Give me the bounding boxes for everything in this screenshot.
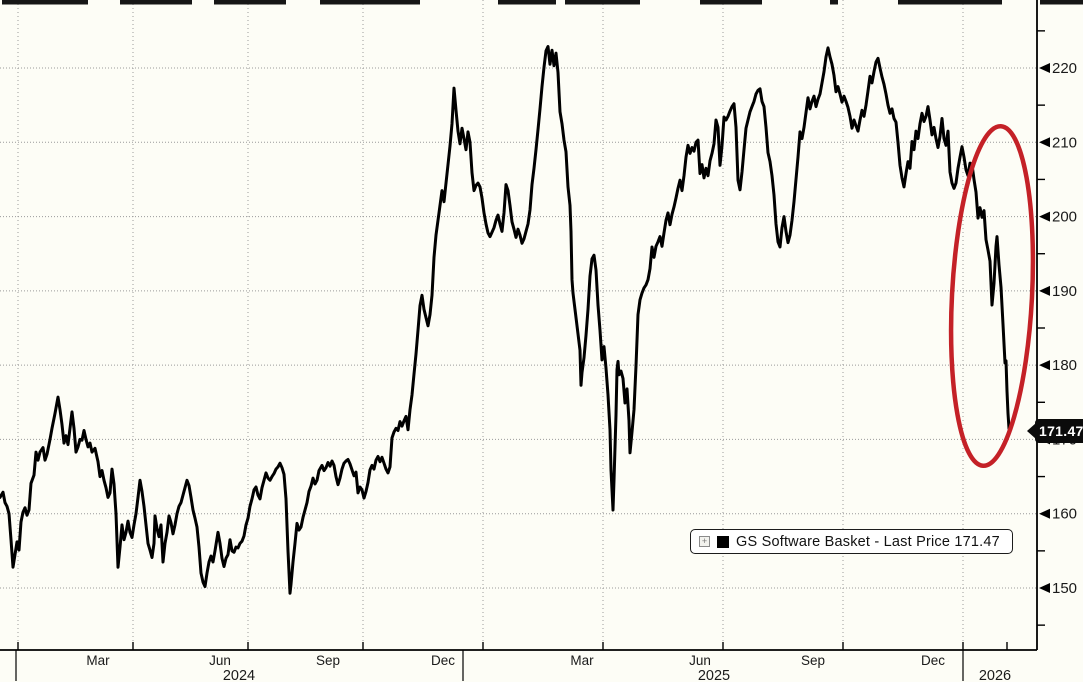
legend-box[interactable]: + GS Software Basket - Last Price 171.47 (690, 529, 1013, 554)
cropped-toolbar-text-fragment (2, 0, 88, 5)
y-axis-tick-arrow-icon (1039, 583, 1050, 594)
cropped-toolbar-text-fragment (565, 0, 640, 5)
cropped-toolbar-text-fragment (830, 0, 838, 5)
last-price-tag-pointer-icon (1027, 423, 1036, 439)
last-price-value: 171.47 (1039, 423, 1083, 439)
y-axis-tick-arrow-icon (1039, 63, 1050, 73)
price-series-line (0, 45, 1011, 595)
x-axis-month-label: Mar (86, 653, 110, 668)
cropped-toolbar-text-fragment (498, 0, 556, 5)
y-axis-tick-label: 220 (1052, 60, 1077, 77)
x-axis-month-label: Dec (431, 653, 455, 668)
cropped-toolbar-text-fragment (700, 0, 762, 5)
y-axis-tick-arrow-icon (1039, 508, 1050, 519)
x-axis-year-label: 2024 (223, 668, 255, 682)
cropped-toolbar-text-fragment (320, 0, 420, 5)
cropped-toolbar-text-fragment (214, 0, 286, 5)
last-price-tag: 171.47 (1027, 419, 1083, 443)
y-axis-tick-arrow-icon (1039, 285, 1050, 296)
y-axis-tick-label: 190 (1052, 283, 1077, 300)
x-axis-month-label: Sep (801, 653, 825, 668)
y-axis-tick-label: 150 (1052, 580, 1077, 597)
cropped-toolbar-text-fragment (1040, 0, 1083, 5)
crash-highlight-ellipse (948, 123, 1036, 469)
legend-series-label: GS Software Basket - Last Price 171.47 (736, 533, 1000, 550)
y-axis-tick-arrow-icon (1039, 360, 1050, 371)
y-axis-tick-label: 180 (1052, 357, 1077, 374)
cropped-toolbar-text-fragment (898, 0, 1002, 5)
y-axis-tick-arrow-icon (1039, 211, 1050, 222)
x-axis-month-label: Jun (209, 653, 231, 668)
y-axis-tick-arrow-icon (1039, 137, 1050, 148)
x-axis-year-label: 2026 (979, 668, 1011, 682)
x-axis-year-label: 2025 (698, 668, 730, 682)
y-axis-tick-label: 200 (1052, 209, 1077, 226)
x-axis-month-label: Sep (316, 653, 340, 668)
y-axis-tick-label: 160 (1052, 506, 1077, 523)
cropped-toolbar-text-fragment (120, 0, 192, 5)
legend-series-swatch (717, 535, 729, 548)
x-axis-month-label: Mar (570, 653, 594, 668)
legend-expand-icon[interactable]: + (699, 536, 710, 547)
x-axis-month-label: Dec (921, 653, 945, 668)
x-axis-month-label: Jun (689, 653, 711, 668)
y-axis-tick-label: 210 (1052, 134, 1077, 151)
